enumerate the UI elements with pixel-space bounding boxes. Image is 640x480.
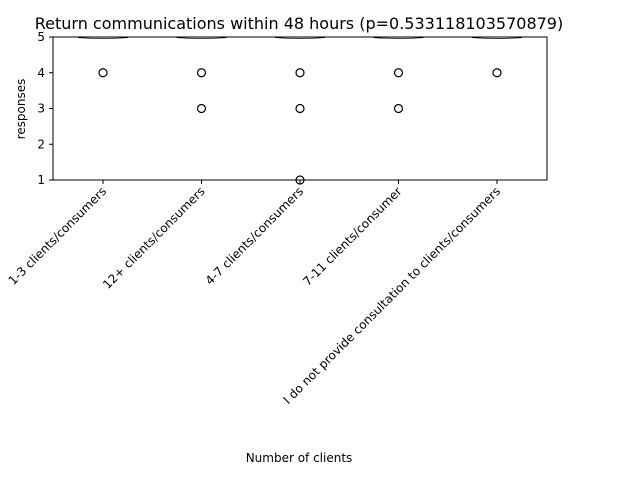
x-tick-label: I do not provide consultation to clients…	[280, 184, 503, 407]
y-axis-label: responses	[14, 79, 28, 140]
violin-top	[471, 37, 523, 39]
plot-frame	[52, 36, 548, 181]
data-point	[295, 68, 305, 78]
y-tick-label: 2	[37, 137, 45, 151]
violin-top	[373, 37, 424, 39]
y-axis: 1 2 3 4 5	[37, 30, 53, 187]
chart-title: Return communications within 48 hours (p…	[35, 14, 563, 33]
data-point	[196, 103, 207, 114]
y-tick-label: 3	[37, 102, 45, 116]
violin-top	[176, 37, 227, 39]
x-tick-label: 7-11 clients/consumer	[300, 184, 404, 288]
data-point	[393, 68, 404, 78]
x-tick-label: 4-7 clients/consumers	[203, 184, 306, 287]
data-point	[98, 68, 108, 78]
plot-area	[77, 37, 523, 185]
violin-top	[77, 37, 129, 39]
data-point	[196, 68, 207, 78]
x-tick-label: 1-3 clients/consumers	[6, 184, 109, 287]
data-point	[295, 103, 305, 114]
data-point	[492, 68, 502, 78]
y-tick-label: 4	[37, 66, 45, 80]
data-point	[393, 103, 404, 114]
x-tick-label: 12+ clients/consumers	[100, 184, 208, 292]
x-axis-label: Number of clients	[246, 451, 353, 465]
violin-top	[274, 37, 326, 39]
y-tick-label: 1	[37, 173, 45, 187]
y-tick-label: 5	[37, 30, 45, 44]
